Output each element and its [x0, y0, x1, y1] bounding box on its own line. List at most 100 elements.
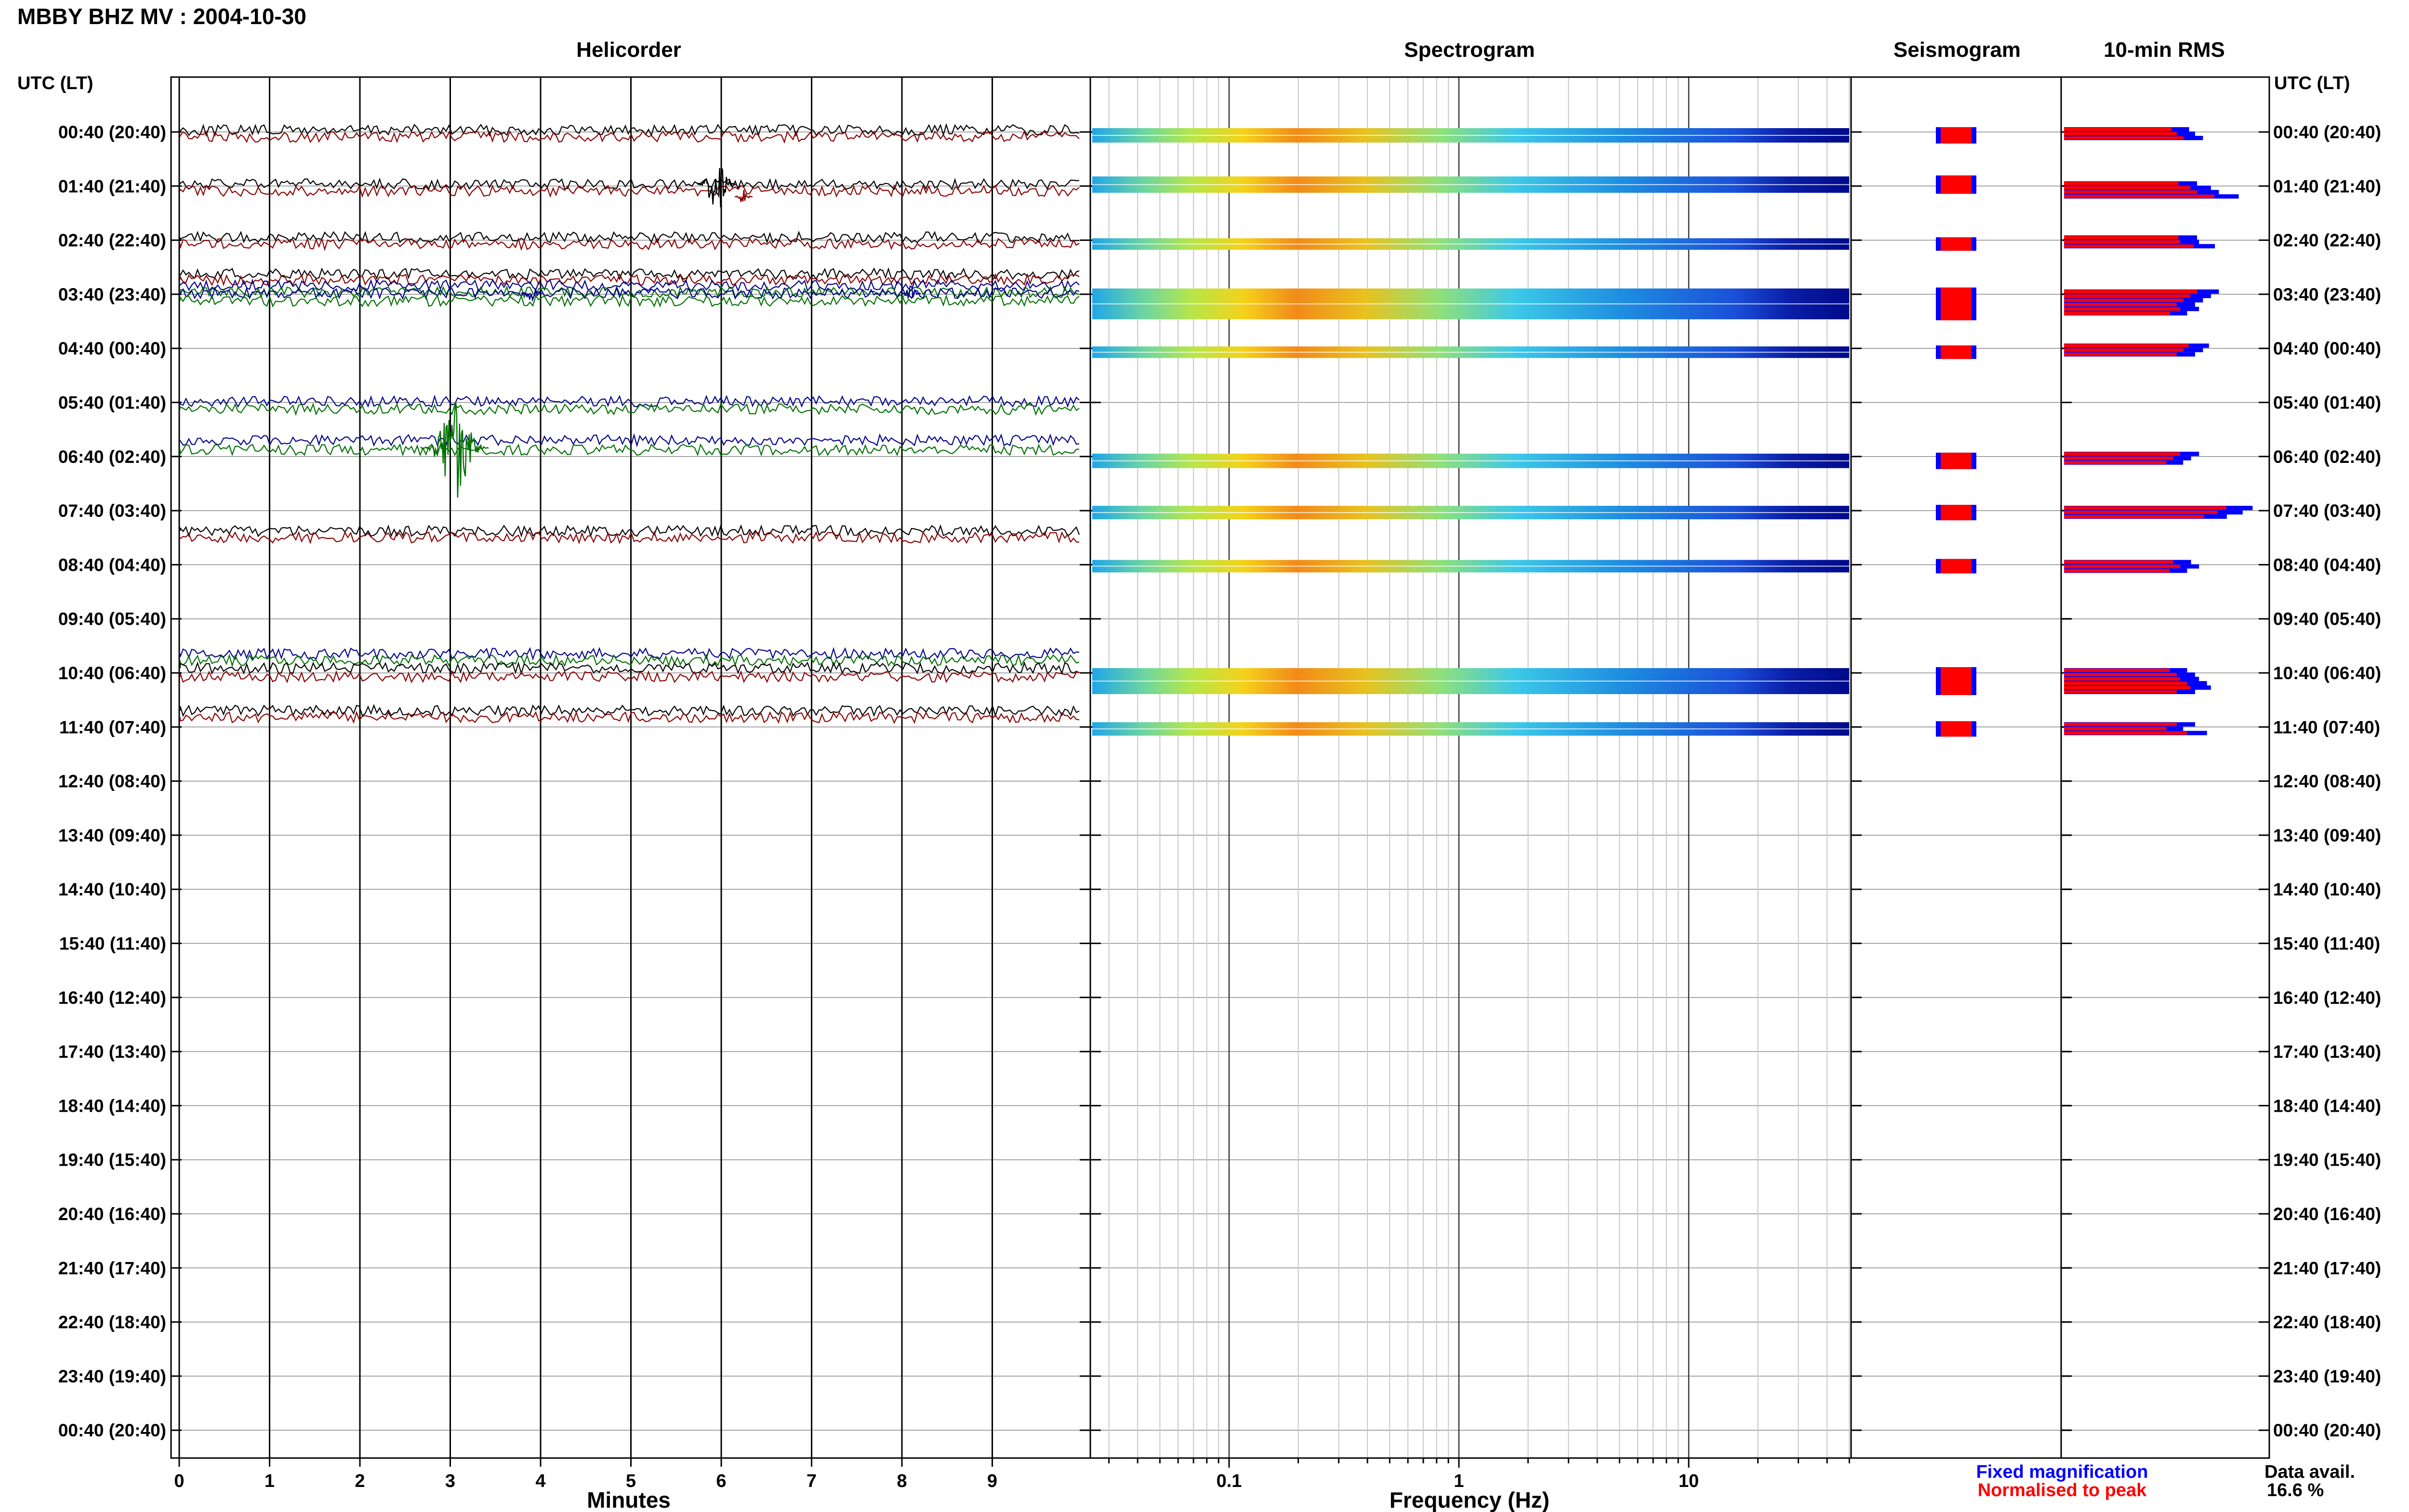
row-label-right: 15:40 (11:40) — [2273, 934, 2380, 954]
seismogram-normalised-block — [1941, 721, 1972, 737]
row-label-right: 13:40 (09:40) — [2273, 826, 2381, 845]
row-label-left: 00:40 (20:40) — [58, 1420, 166, 1440]
time-axis-label-left: UTC (LT) — [17, 73, 93, 93]
row-label-left: 16:40 (12:40) — [58, 988, 166, 1008]
event-burst-green — [420, 401, 489, 498]
row-label-right: 14:40 (10:40) — [2273, 880, 2381, 899]
row-label-right: 07:40 (03:40) — [2273, 501, 2381, 521]
frequency-tick-label: 1 — [1454, 1471, 1464, 1491]
helicorder-trace-red — [179, 130, 1080, 144]
helicorder-trace-black — [179, 704, 1080, 718]
time-axis-label-right: UTC (LT) — [2274, 73, 2350, 93]
rms-bar-normalised — [2064, 128, 2172, 131]
helicorder-traces — [179, 123, 1080, 724]
rms-bar-normalised — [2064, 452, 2180, 456]
event-burst-blue — [900, 285, 921, 300]
helicorder-trace-blue — [179, 286, 1080, 300]
rms-bar-normalised — [2064, 560, 2173, 564]
seismogram-normalised-block — [1941, 287, 1972, 320]
helicorder-trace-blue — [179, 278, 1080, 292]
row-label-right: 10:40 (06:40) — [2273, 663, 2381, 683]
row-label-right: 16:40 (12:40) — [2273, 988, 2381, 1008]
rms-bar-normalised — [2064, 307, 2180, 311]
rms-bar-normalised — [2064, 686, 2191, 689]
row-label-right: 17:40 (13:40) — [2273, 1042, 2381, 1062]
helicorder-trace-green — [179, 653, 1080, 668]
row-label-right: 00:40 (20:40) — [2273, 122, 2381, 142]
row-label-left: 03:40 (23:40) — [58, 285, 166, 304]
row-label-left: 15:40 (11:40) — [59, 934, 166, 954]
row-label-right: 02:40 (22:40) — [2273, 231, 2381, 250]
row-label-right: 19:40 (15:40) — [2273, 1150, 2381, 1170]
row-label-left: 09:40 (05:40) — [58, 609, 166, 629]
helicorder-trace-black — [179, 177, 1080, 191]
minute-tick-label: 0 — [174, 1471, 184, 1491]
seismogram-normalised-block — [1941, 237, 1972, 251]
frequency-axis: 0.1 1 10 — [1108, 1458, 1850, 1491]
minute-tick-label: 3 — [445, 1471, 455, 1491]
row-label-right: 23:40 (19:40) — [2273, 1367, 2381, 1386]
row-label-left: 22:40 (18:40) — [58, 1313, 166, 1332]
helicorder-trace-red — [179, 710, 1080, 724]
event-burst-blue — [521, 288, 543, 302]
figure-title: MBBY BHZ MV : 2004-10-30 — [17, 4, 306, 29]
panel-frame — [1850, 76, 2062, 1459]
row-label-left: 02:40 (22:40) — [58, 231, 166, 250]
row-label-left: 01:40 (21:40) — [58, 176, 166, 196]
row-label-left: 17:40 (13:40) — [58, 1042, 166, 1062]
panel-frame — [1089, 76, 1852, 1459]
seismogram-blocks — [1936, 127, 1976, 737]
row-label-right: 04:40 (00:40) — [2273, 339, 2381, 358]
rms-bar-normalised — [2064, 302, 2177, 306]
legend-normalised-to-peak: Normalised to peak — [1978, 1480, 2147, 1500]
helicorder-trace-green — [179, 443, 1080, 457]
rms-bar-normalised — [2064, 677, 2180, 681]
rms-bar-normalised — [2064, 460, 2167, 464]
frequency-tick-label: 0.1 — [1217, 1471, 1242, 1491]
row-label-left: 14:40 (10:40) — [58, 880, 166, 899]
row-label-left: 23:40 (19:40) — [58, 1367, 166, 1386]
event-burst-black — [697, 166, 737, 208]
row-label-right: 05:40 (01:40) — [2273, 393, 2381, 413]
helicorder-trace-black — [179, 524, 1080, 538]
row-label-left: 05:40 (01:40) — [58, 393, 166, 413]
helicorder-trace-black — [179, 661, 1080, 675]
rms-bar-normalised — [2064, 353, 2177, 356]
rms-bars — [2064, 127, 2253, 736]
row-label-left: 00:40 (20:40) — [58, 122, 166, 142]
minute-tick-label: 6 — [716, 1471, 726, 1491]
seismogram-normalised-block — [1941, 345, 1972, 359]
panel-title-seismogram: Seismogram — [1893, 38, 2021, 62]
row-label-right: 22:40 (18:40) — [2273, 1313, 2381, 1332]
seismogram-normalised-block — [1941, 559, 1972, 574]
rms-bar-normalised — [2064, 515, 2204, 519]
rms-bar-normalised — [2064, 511, 2218, 514]
row-label-right: 06:40 (02:40) — [2273, 447, 2381, 467]
row-label-left: 11:40 (07:40) — [59, 717, 166, 737]
minute-tick-label: 7 — [807, 1471, 817, 1491]
rms-bar-normalised — [2064, 565, 2180, 568]
frequency-tick-label: 10 — [1679, 1471, 1699, 1491]
row-label-left: 06:40 (02:40) — [58, 447, 166, 467]
rms-bar-normalised — [2064, 344, 2189, 348]
seismogram-normalised-block — [1941, 452, 1972, 469]
rms-bar-normalised — [2064, 190, 2197, 194]
rms-bar-normalised — [2064, 727, 2167, 731]
rms-bar-normalised — [2064, 294, 2191, 298]
row-label-right: 08:40 (04:40) — [2273, 555, 2381, 575]
rms-bar-normalised — [2064, 240, 2180, 244]
panel-title-rms: 10-min RMS — [2104, 38, 2225, 62]
helicorder-trace-black — [179, 123, 1080, 137]
panel-frame — [2060, 76, 2270, 1459]
rms-bar-normalised — [2064, 673, 2177, 676]
row-label-right: 09:40 (05:40) — [2273, 609, 2381, 629]
row-label-left: 04:40 (00:40) — [58, 339, 166, 358]
row-label-left: 10:40 (06:40) — [58, 663, 166, 683]
minute-tick-label: 2 — [355, 1471, 365, 1491]
minutes-axis: 0 1 2 3 4 5 6 7 8 9 — [174, 1458, 997, 1491]
row-label-right: 12:40 (08:40) — [2273, 772, 2381, 791]
legend-fixed-magnification: Fixed magnification — [1976, 1462, 2148, 1482]
panel-title-helicorder: Helicorder — [576, 38, 681, 62]
row-labels-right: 00:40 (20:40) 01:40 (21:40) 02:40 (22:40) 0… — [2273, 122, 2381, 1440]
rms-bar-normalised — [2064, 136, 2184, 140]
